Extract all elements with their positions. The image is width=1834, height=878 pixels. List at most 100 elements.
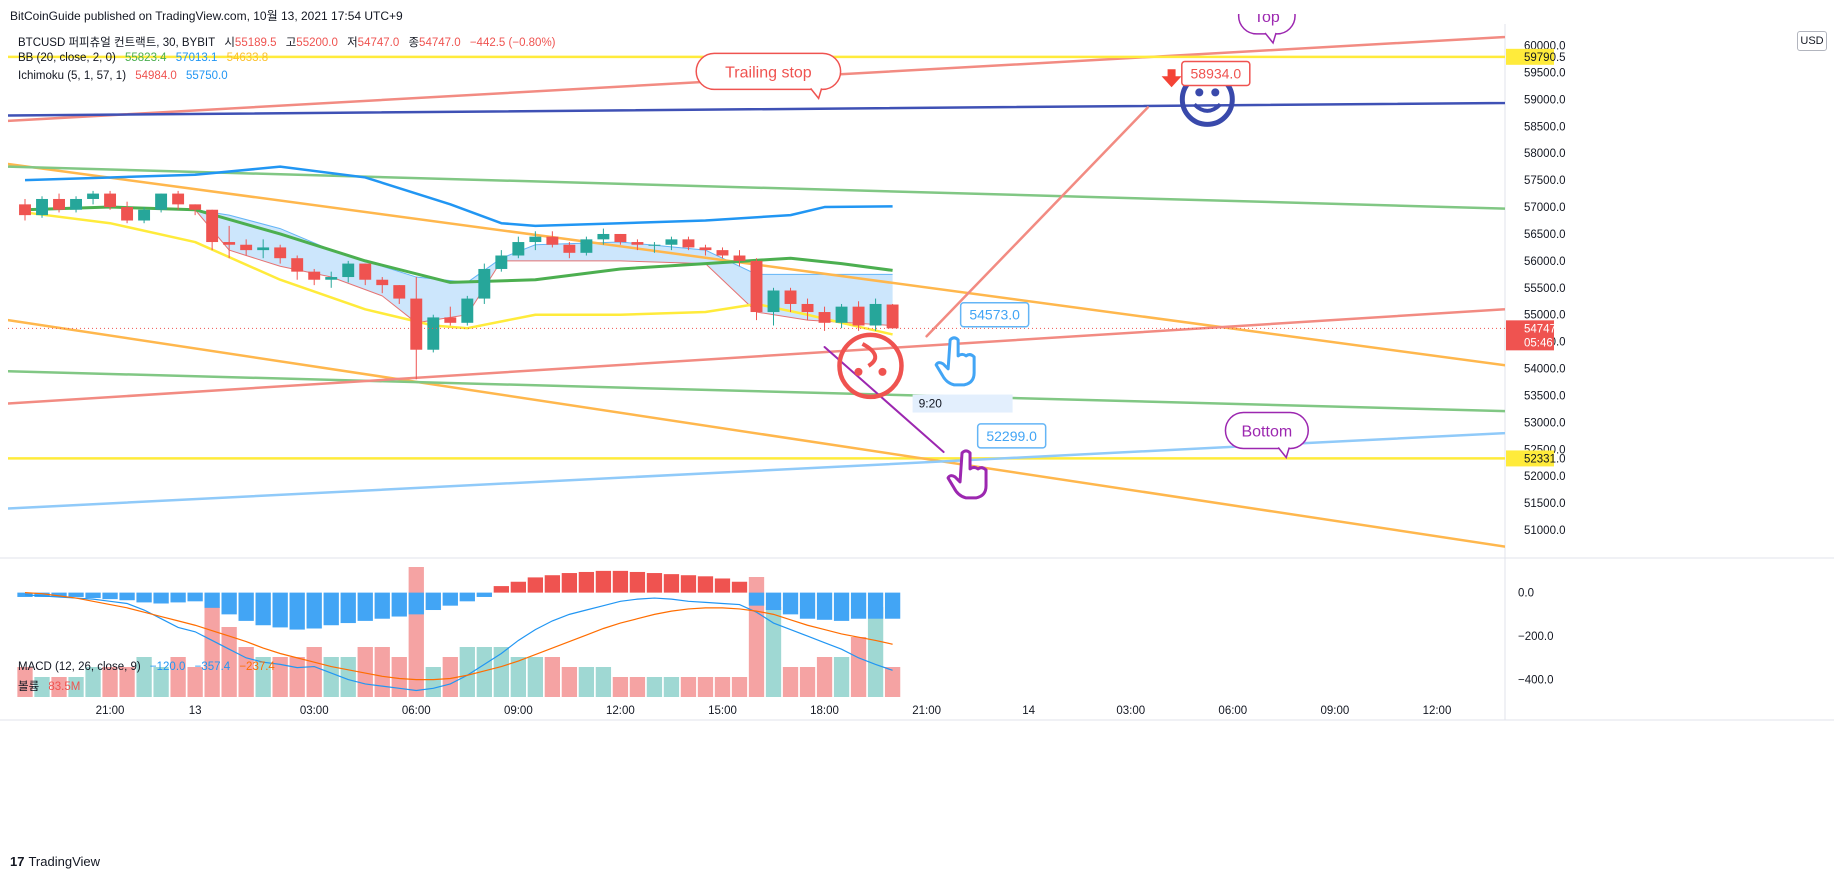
candle [767, 287, 780, 326]
volume-bar [663, 677, 680, 697]
candle-body [70, 198, 82, 210]
candle [155, 193, 168, 213]
change-value: −442.5 (−0.80%) [469, 37, 556, 49]
macd-hist-bar [476, 592, 492, 597]
macd-hist-bar [493, 586, 509, 593]
currency-badge[interactable]: USD [1797, 31, 1827, 51]
price-note-text: 52299.0 [986, 428, 1037, 444]
candle-body [699, 247, 712, 251]
candle [121, 201, 134, 224]
smiley-mouth-icon [1192, 102, 1222, 113]
legend-volume[interactable]: 볼륨 83.5M [18, 678, 86, 694]
candle [87, 190, 100, 205]
price-tick-label: 58500.0 [1524, 121, 1566, 133]
legend-bb-name: BB (20, close, 2, 0) [18, 52, 116, 64]
candle-body [597, 233, 610, 240]
macd-hist-bar [748, 592, 765, 606]
macd-hist-bar [816, 592, 833, 620]
time-tick-label: 06:00 [402, 705, 431, 717]
volume-bar [374, 647, 390, 697]
candle [257, 239, 270, 259]
candle-body [427, 317, 440, 350]
candle-body [682, 239, 695, 248]
volume-bar [459, 647, 475, 697]
volume-bar [680, 677, 697, 697]
legend-macd[interactable]: MACD (12, 26, close, 9) −120.0 −357.4 −2… [18, 661, 281, 673]
legend-symbol[interactable]: BTCUSD 퍼피츄얼 컨트랙트, 30, BYBIT 시55189.5 고55… [18, 34, 562, 50]
macd-hist-bar [697, 576, 714, 593]
volume-bar [85, 667, 101, 697]
volume-bar [867, 607, 884, 697]
candle [563, 242, 576, 259]
candle [597, 228, 610, 245]
candle-body [223, 242, 236, 245]
candle-body [818, 312, 831, 323]
low-value: 54747.0 [357, 37, 400, 49]
candle-body [172, 193, 185, 205]
candle-body [274, 247, 287, 259]
volume-bar [272, 657, 288, 697]
volume-bar [799, 667, 816, 697]
volume-bar [170, 657, 186, 697]
last-price-text: 54747.0 [1524, 323, 1566, 335]
volume-bar [612, 677, 629, 697]
volume-bar [595, 667, 612, 697]
candle [529, 231, 542, 251]
candle [546, 231, 559, 248]
candle [189, 204, 202, 216]
high-label: 고 [285, 37, 297, 49]
candle [461, 295, 474, 326]
time-tick-label: 13 [189, 705, 202, 717]
volume-bar [408, 567, 424, 697]
candle [172, 190, 185, 210]
candle [393, 285, 406, 304]
macd-hist-bar [136, 592, 152, 603]
legend-ichimoku[interactable]: Ichimoku (5, 1, 57, 1) 54984.0 55750.0 [18, 70, 234, 82]
open-label: 시 [224, 37, 235, 49]
legend-bb[interactable]: BB (20, close, 2, 0) 55823.4 57013.1 546… [18, 52, 274, 64]
time-tick-label: 12:00 [606, 705, 635, 717]
macd-hist-bar [289, 592, 305, 630]
candle-body [36, 198, 48, 216]
volume-bar [476, 647, 492, 697]
callout-tail [1277, 447, 1290, 460]
macd-hist-bar [187, 592, 203, 602]
macd-hist-bar [425, 592, 441, 611]
macd-hist-bar [170, 592, 186, 603]
legend-ichimoku-name: Ichimoku (5, 1, 57, 1) [18, 70, 127, 82]
price-tick-label: 59500.0 [1524, 67, 1566, 79]
volume-bar [187, 667, 203, 697]
callout-text: Top [1254, 9, 1280, 26]
sad-face-eye-icon [854, 367, 863, 376]
volume-bar [544, 657, 561, 697]
macd-hist-bar [510, 581, 526, 593]
macd-hist-bar [731, 581, 748, 593]
open-value: 55189.5 [234, 37, 277, 49]
volume-bar [561, 667, 578, 697]
macd-hist-bar [102, 592, 118, 600]
tradingview-logo[interactable]: 17 TradingView [10, 854, 100, 869]
macd-hist-bar [663, 574, 680, 593]
volume-bar [850, 637, 867, 697]
candle [682, 236, 695, 251]
volume-bar [816, 657, 833, 697]
time-tick-label: 09:00 [504, 705, 533, 717]
price-tick-label: 56000.0 [1524, 256, 1566, 268]
candle [359, 263, 372, 286]
candle-body [495, 255, 508, 269]
candle [308, 268, 321, 286]
candle-body [410, 298, 423, 350]
candle-body [240, 244, 253, 251]
candle-body [580, 239, 593, 253]
macd-hist-bar [459, 592, 475, 602]
callout-bubble [695, 52, 842, 91]
candle [206, 209, 219, 251]
candle [104, 190, 117, 210]
bb-basis-line [24, 205, 893, 284]
candle [274, 244, 287, 264]
volume-bar [731, 677, 748, 697]
candle-body [189, 204, 202, 210]
candle [325, 271, 338, 288]
candle-body [291, 258, 304, 272]
